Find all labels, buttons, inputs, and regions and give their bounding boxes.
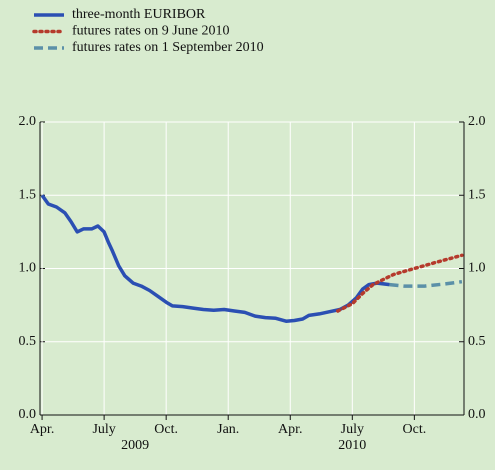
y2-tick-label: 1.5 [468,187,486,202]
y2-tick-label: 2.0 [468,114,486,129]
legend-label: futures rates on 9 June 2010 [72,24,229,39]
line-series [336,253,464,313]
x-group-label: 2009 [121,438,149,453]
x-tick-label: July [341,422,364,437]
y-tick-label: 1.5 [19,187,37,202]
x-tick-label: July [92,422,115,437]
x-tick-label: Apr. [278,422,303,437]
x-tick-label: Jan. [217,422,239,437]
y2-tick-label: 1.0 [468,261,486,276]
line-series [40,194,390,323]
y-tick-label: 0.5 [19,334,37,349]
y-tick-label: 2.0 [19,114,37,129]
x-group-label: 2010 [338,438,366,453]
x-tick-label: Apr. [30,422,55,437]
y-tick-label: 1.0 [19,261,37,276]
y-tick-label: 0.0 [19,407,37,422]
y2-tick-label: 0.0 [468,407,486,422]
x-tick-label: Oct. [154,422,178,437]
y2-tick-label: 0.5 [468,334,486,349]
legend-label: futures rates on 1 September 2010 [72,40,264,55]
line-series [389,279,463,288]
legend-label: three-month EURIBOR [72,7,206,22]
x-tick-label: Oct. [403,422,427,437]
